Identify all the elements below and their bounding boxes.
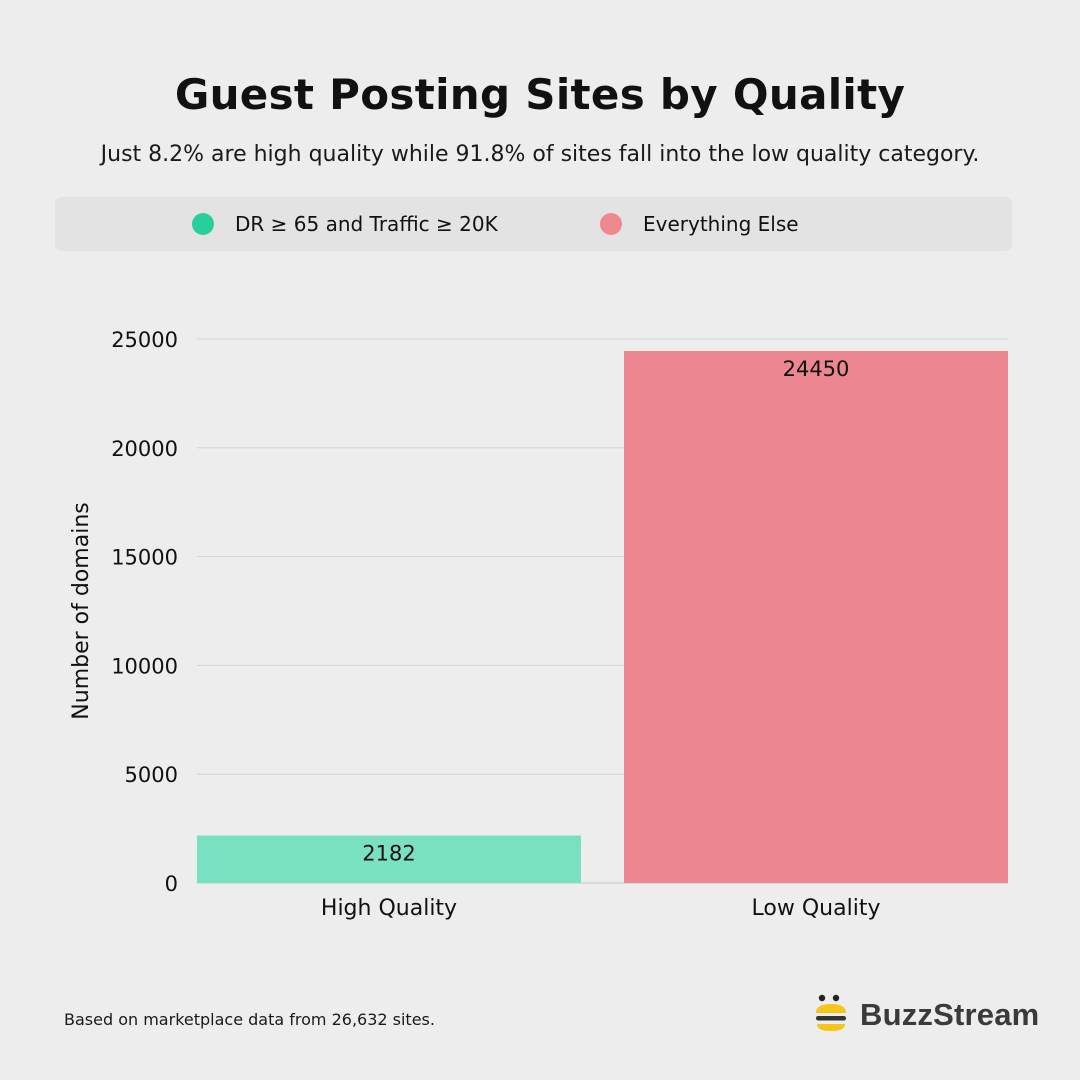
brand-name: BuzzStream xyxy=(860,997,1040,1032)
y-tick-label-10000: 10000 xyxy=(111,654,178,678)
y-tick-label-15000: 15000 xyxy=(111,546,178,570)
y-tick-label-5000: 5000 xyxy=(125,763,178,787)
data-label-low-quality: 24450 xyxy=(783,357,850,381)
chart-subtitle: Just 8.2% are high quality while 91.8% o… xyxy=(100,142,980,167)
y-tick-label-0: 0 xyxy=(165,872,178,896)
x-tick-label-high-quality: High Quality xyxy=(321,896,457,921)
legend-label-everything-else: Everything Else xyxy=(643,212,799,236)
y-axis-label: Number of domains xyxy=(69,502,94,719)
y-tick-label-25000: 25000 xyxy=(111,328,178,352)
legend-item-everything-else: Everything Else xyxy=(600,197,799,251)
legend-label-high-quality: DR ≥ 65 and Traffic ≥ 20K xyxy=(235,212,498,236)
bar-low-quality xyxy=(624,350,1008,883)
chart-title: Guest Posting Sites by Quality xyxy=(174,70,906,119)
brand-logo: BuzzStream xyxy=(812,990,1039,1040)
bee-icon xyxy=(816,994,846,1031)
y-tick-label-20000: 20000 xyxy=(111,437,178,461)
x-tick-label-low-quality: Low Quality xyxy=(752,896,881,921)
footnote: Based on marketplace data from 26,632 si… xyxy=(64,1010,435,1029)
bar-chart: 0 5000 10000 15000 20000 25000 Number of domai… xyxy=(69,328,1008,921)
legend: DR ≥ 65 and Traffic ≥ 20K Everything Els… xyxy=(55,197,1012,251)
legend-item-high-quality: DR ≥ 65 and Traffic ≥ 20K xyxy=(192,197,498,251)
bar-high-quality xyxy=(197,835,581,883)
legend-swatch-high-quality xyxy=(192,213,214,235)
data-label-high-quality: 2182 xyxy=(362,842,415,866)
legend-swatch-everything-else xyxy=(600,213,622,235)
